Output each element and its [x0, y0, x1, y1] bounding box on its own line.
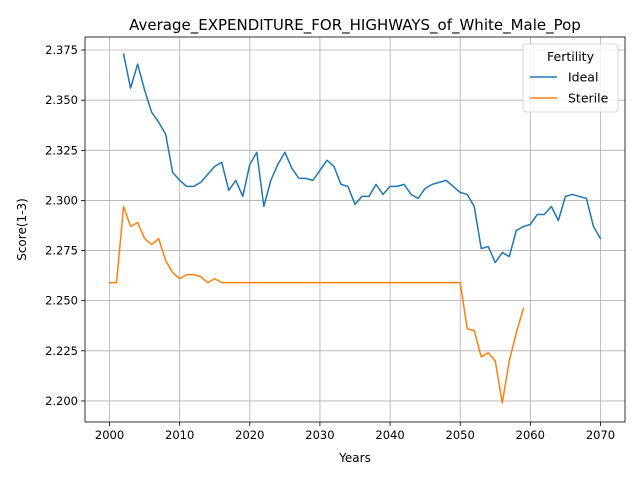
x-tick-label: 2000: [95, 428, 124, 442]
x-tick-label: 2040: [375, 428, 404, 442]
ticks: 2000 2010 2020 2030 2040 2050 2060 2070 2.200 2.2…: [45, 43, 615, 442]
plot-frame: [84, 36, 626, 423]
series-line-sterile: [108, 205, 525, 404]
chart-title: Average_EXPENDITURE_FOR_HIGHWAYS_of_Whit…: [129, 16, 581, 35]
x-tick-label: 2020: [235, 428, 264, 442]
x-tick-label: 2030: [305, 428, 334, 442]
y-tick-label: 2.200: [45, 394, 78, 408]
legend-box: [522, 43, 619, 113]
legend-title: Fertility: [547, 49, 595, 64]
series-layer: [108, 53, 602, 404]
legend: Fertility Ideal Sterile: [522, 43, 619, 113]
y-tick-label: 2.225: [45, 344, 78, 358]
x-tick-label: 2010: [165, 428, 194, 442]
x-axis-label: Years: [338, 451, 371, 465]
grid: [85, 37, 625, 422]
y-tick-label: 2.275: [45, 244, 78, 258]
y-tick-label: 2.350: [45, 93, 78, 107]
x-tick-label: 2060: [516, 428, 545, 442]
legend-label-sterile: Sterile: [568, 91, 609, 106]
y-tick-label: 2.375: [45, 43, 78, 57]
x-tick-label: 2070: [586, 428, 615, 442]
y-tick-label: 2.250: [45, 294, 78, 308]
y-tick-label: 2.325: [45, 143, 78, 157]
y-axis-label: Score(1-3): [15, 198, 29, 261]
x-tick-label: 2050: [446, 428, 475, 442]
series-line-ideal: [122, 53, 602, 264]
legend-label-ideal: Ideal: [568, 70, 598, 85]
y-tick-label: 2.300: [45, 193, 78, 207]
